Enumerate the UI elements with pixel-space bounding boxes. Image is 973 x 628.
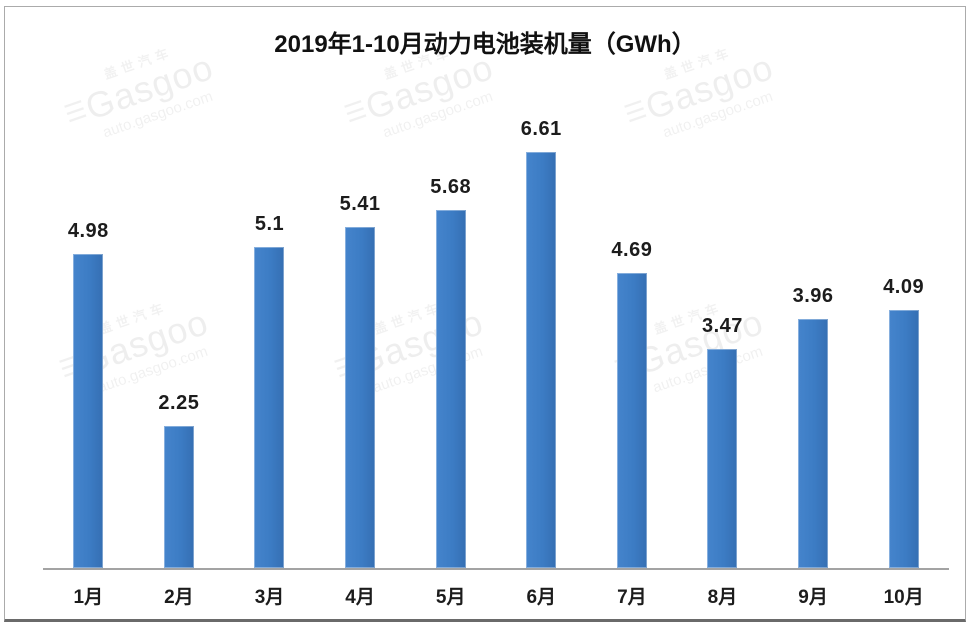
x-tick-label: 3月: [254, 587, 285, 608]
bar: [435, 210, 466, 568]
x-tick-label: 6月: [526, 587, 557, 608]
data-label: 4.09: [883, 276, 925, 298]
data-label: 4.69: [611, 239, 653, 261]
bar: [526, 152, 557, 568]
x-tick-label: 10月: [883, 587, 924, 608]
bar-column: 2.25: [134, 98, 225, 568]
bar-column: 5.41: [315, 98, 406, 568]
bar-column: 4.09: [858, 98, 949, 568]
x-axis-line: [43, 568, 949, 570]
data-label: 3.96: [792, 285, 834, 307]
chart-frame: 盖世汽车 ☰ Gasgoo auto.gasgoo.com 盖世汽车 ☰ Gasgoo aut…: [4, 6, 966, 622]
chart-title: 2019年1-10月动力电池装机量（GWh）: [274, 31, 696, 58]
bar: [345, 227, 376, 568]
x-tick-label: 4月: [345, 587, 375, 608]
data-label: 5.1: [254, 213, 285, 235]
x-axis-labels: 1月 2月 3月 4月 5月 6月 7月 8月 9月 10月: [43, 582, 949, 609]
x-tick-label: 8月: [707, 587, 738, 608]
bar: [888, 310, 919, 568]
bar: [163, 426, 194, 568]
data-label: 6.61: [520, 118, 562, 140]
bar: [707, 349, 738, 568]
x-tick-label: 5月: [435, 587, 466, 608]
x-tick-label: 1月: [73, 587, 104, 608]
bar-column: 3.47: [677, 98, 768, 568]
data-label: 2.25: [158, 392, 200, 414]
bar-column: 5.1: [224, 98, 315, 568]
bar-column: 3.96: [768, 98, 859, 568]
plot-area: 4.98 2.25 5.1 5.41 5.68 6.61 4.69 3.47 3.96 4.09: [43, 98, 949, 568]
x-tick-label: 7月: [617, 587, 647, 608]
bar-column: 4.69: [587, 98, 678, 568]
data-label: 5.41: [339, 193, 381, 215]
bar: [73, 254, 104, 568]
bar: [254, 247, 285, 568]
x-tick-label: 9月: [798, 587, 828, 608]
bar: [616, 273, 647, 568]
bar-column: 4.98: [43, 98, 134, 568]
bar: [798, 319, 829, 568]
bar-column: 6.61: [496, 98, 587, 568]
bar-column: 5.68: [405, 98, 496, 568]
data-label: 3.47: [701, 315, 743, 337]
x-tick-label: 2月: [164, 587, 194, 608]
data-label: 5.68: [430, 176, 472, 198]
data-label: 4.98: [67, 220, 109, 242]
